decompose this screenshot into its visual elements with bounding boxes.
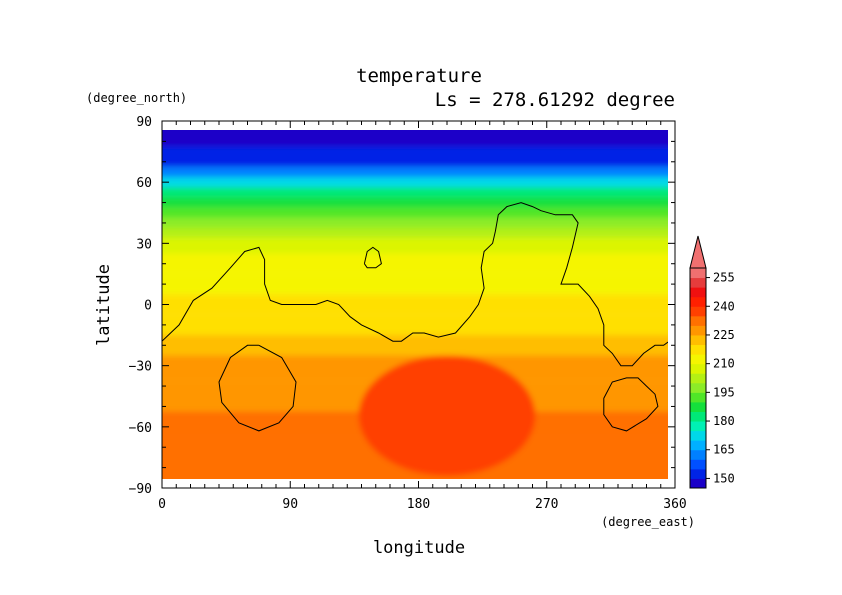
- colorbar-swatch: [690, 478, 706, 489]
- y-tick-label: 30: [136, 237, 152, 252]
- colorbar-label: 255: [713, 271, 735, 285]
- colorbar-swatch: [690, 287, 706, 298]
- field-band: [162, 146, 668, 167]
- colorbar-swatch: [690, 430, 706, 441]
- field-band: [162, 166, 668, 178]
- contour-line: [218, 344, 297, 432]
- field-band: [162, 197, 668, 208]
- field-band: [162, 217, 668, 229]
- colorbar: 255 240 225 210 195 180 165 150: [689, 235, 735, 489]
- x-tick-label: 90: [282, 497, 298, 512]
- contour-line: [363, 246, 382, 269]
- colorbar-swatch: [690, 344, 706, 355]
- colorbar-swatch: [690, 354, 706, 365]
- field-band: [162, 187, 668, 198]
- colorbar-swatch: [690, 411, 706, 422]
- field-band: [162, 335, 668, 356]
- colorbar-swatch: [690, 440, 706, 451]
- colorbar-swatch: [690, 296, 706, 307]
- field-band: [162, 177, 668, 188]
- x-tick-label: 0: [158, 497, 166, 512]
- colorbar-label: 240: [713, 299, 735, 313]
- colorbar-swatch: [690, 449, 706, 460]
- colorbar-swatch: [690, 306, 706, 317]
- x-tick-label: 270: [535, 497, 558, 512]
- colorbar-swatch: [690, 315, 706, 326]
- axis-ticks: 0 90 180 270 360 90 60 30 0 −30 −60 −90: [129, 115, 687, 512]
- chart-subtitle: Ls = 278.61292 degree: [435, 89, 675, 111]
- field-band: [162, 314, 668, 336]
- y-tick-label: 90: [136, 115, 152, 130]
- colorbar-extension: [689, 235, 707, 269]
- colorbar-swatch: [690, 325, 706, 336]
- x-tick-label: 180: [407, 497, 430, 512]
- colorbar-swatch: [690, 459, 706, 470]
- colorbar-swatch: [690, 277, 706, 288]
- colorbar-label: 180: [713, 414, 735, 428]
- colorbar-swatch: [690, 382, 706, 393]
- field-band: [162, 294, 668, 315]
- y-tick-label: 60: [136, 176, 152, 191]
- colorbar-label: 150: [713, 471, 735, 485]
- x-axis-label: longitude: [373, 538, 465, 558]
- colorbar-label: 210: [713, 357, 735, 371]
- y-axis-label: latitude: [94, 264, 114, 346]
- colorbar-frame: [689, 267, 707, 489]
- field-band: [162, 253, 668, 274]
- field-band: [162, 228, 668, 239]
- temperature-field: [162, 130, 668, 479]
- colorbar-swatch: [690, 392, 706, 403]
- colorbar-swatch: [690, 334, 706, 346]
- chart-title: temperature: [356, 65, 482, 87]
- colorbar-label: 225: [713, 328, 735, 342]
- x-units-label: (degree_east): [601, 515, 695, 529]
- field-band: [162, 238, 668, 254]
- y-tick-label: −30: [129, 360, 152, 375]
- field-band: [162, 207, 668, 218]
- y-tick-label: 0: [144, 299, 152, 314]
- colorbar-swatch: [690, 468, 706, 479]
- colorbar-swatch: [690, 401, 706, 412]
- x-tick-label: 360: [663, 497, 686, 512]
- contour-line: [162, 202, 668, 367]
- colorbar-swatch: [690, 363, 706, 374]
- y-units-label: (degree_north): [86, 91, 187, 105]
- colorbar-swatch: [690, 268, 706, 279]
- colorbar-label: 195: [713, 385, 735, 399]
- field-band: [162, 273, 668, 295]
- y-tick-label: −60: [129, 421, 152, 436]
- contour-lines: [162, 202, 668, 432]
- y-tick-label: −90: [129, 482, 152, 497]
- colorbar-swatch: [690, 373, 706, 384]
- warm-region: [358, 355, 536, 476]
- contour-line: [603, 377, 659, 432]
- field-band: [162, 130, 668, 147]
- colorbar-swatch: [690, 421, 706, 432]
- colorbar-label: 165: [713, 443, 735, 457]
